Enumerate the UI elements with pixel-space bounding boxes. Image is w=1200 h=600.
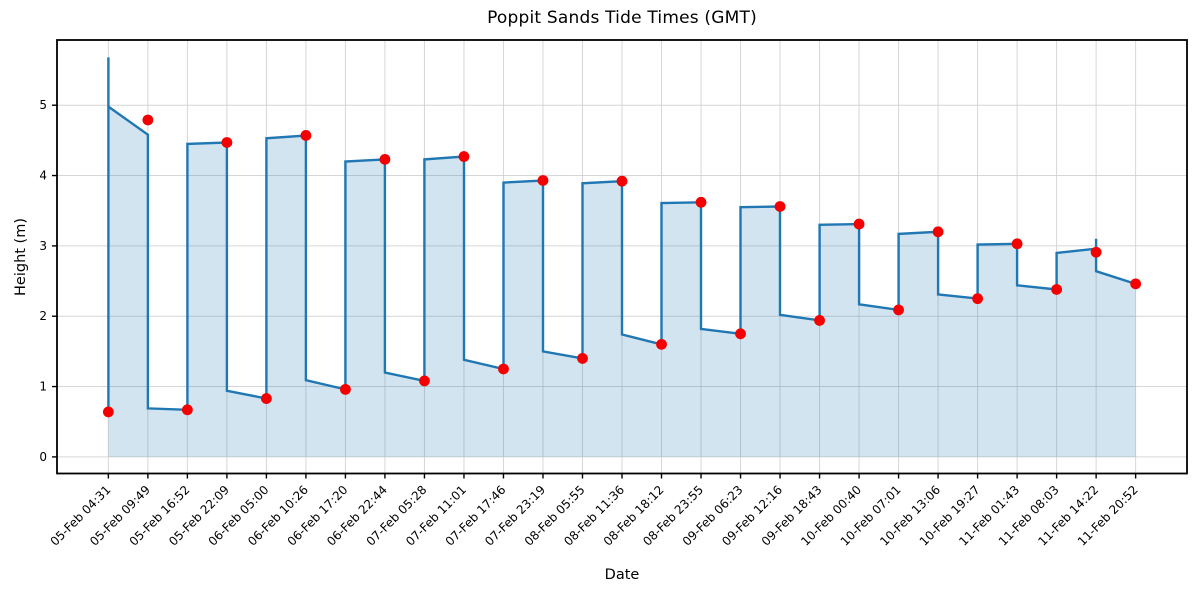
tide-point-low — [656, 338, 667, 350]
tide-point-high — [537, 175, 549, 186]
y-tick-label: 5 — [39, 98, 47, 112]
tide-point-low — [577, 353, 588, 364]
x-axis-label: Date — [604, 567, 640, 583]
tide-point-high — [616, 175, 628, 187]
y-tick-label: 1 — [39, 380, 47, 394]
y-tick-label: 0 — [39, 450, 47, 464]
tide-point-low — [340, 383, 351, 395]
tide-point-low — [419, 375, 430, 387]
tide-point-low — [893, 304, 904, 316]
tide-point-low — [498, 363, 509, 375]
tide-point-high — [853, 218, 865, 230]
tide-point-low — [181, 404, 193, 416]
tide-point-low — [972, 293, 983, 305]
tide-point-high — [458, 151, 470, 162]
y-tick-label: 4 — [39, 169, 47, 183]
tide-point-low — [261, 393, 272, 404]
y-tick-label: 2 — [39, 309, 47, 323]
tide-point-high — [695, 196, 707, 208]
tide-point-low — [735, 328, 746, 340]
chart-title: Poppit Sands Tide Times (GMT) — [487, 8, 757, 28]
tide-point-high — [774, 201, 786, 212]
y-tick-label: 3 — [39, 239, 47, 253]
tide-point-low — [1051, 284, 1063, 295]
y-axis-label: Height (m) — [13, 218, 29, 296]
tide-point-high — [932, 226, 944, 238]
tide-point-low — [814, 315, 825, 326]
tide-point-low — [102, 406, 114, 418]
tide-point-high — [379, 153, 391, 165]
tide-point-high — [1090, 246, 1102, 258]
tide-point-high — [221, 137, 233, 148]
tide-point-high — [1011, 238, 1023, 250]
tide-point-high — [142, 114, 154, 126]
tide-point-low — [1130, 278, 1142, 290]
tide-point-high — [300, 130, 312, 141]
